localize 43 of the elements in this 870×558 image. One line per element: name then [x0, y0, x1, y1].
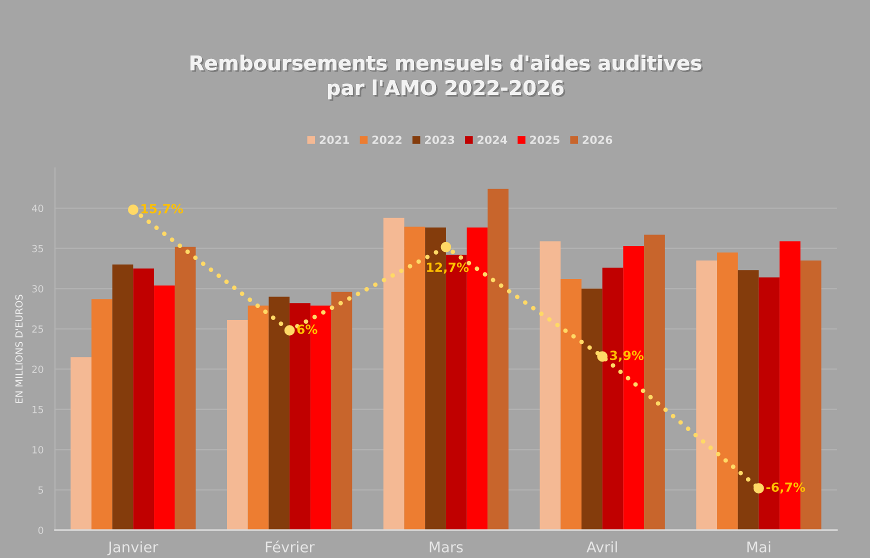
legend-label: 2023	[424, 136, 454, 144]
bar	[560, 279, 582, 530]
bar	[154, 285, 175, 530]
bar	[540, 241, 561, 530]
point	[128, 204, 138, 215]
point	[754, 483, 764, 494]
bar	[174, 246, 196, 530]
data-label: -6,7%	[766, 482, 806, 494]
bar	[268, 296, 290, 530]
bar	[133, 268, 154, 530]
point	[440, 242, 452, 252]
legend-label: 2026	[582, 136, 612, 144]
point	[597, 351, 608, 362]
bar	[696, 260, 718, 530]
bar	[248, 306, 269, 530]
data-label: 6%	[297, 324, 318, 334]
data-label: 15,7%	[142, 204, 184, 215]
point	[284, 325, 295, 336]
bar	[717, 252, 738, 530]
legend-label: 2022	[372, 136, 402, 144]
bar	[582, 288, 602, 530]
legend-label: 2024	[478, 136, 508, 144]
bar	[331, 292, 352, 530]
data-label: 12,7%	[427, 262, 469, 274]
bar	[644, 234, 665, 530]
bar	[383, 218, 404, 530]
bar	[112, 264, 134, 530]
legend-label: 2021	[320, 136, 350, 144]
data-label: 3,9%	[610, 350, 644, 362]
chart-title: Remboursements mensuels d'aides auditives par l'AMO 2022-2026	[190, 54, 703, 101]
x-tick-label: Mai	[747, 541, 770, 552]
bar	[738, 270, 759, 530]
bar	[70, 357, 92, 530]
bar	[91, 299, 112, 530]
bar	[404, 226, 426, 530]
bar	[488, 188, 509, 530]
x-tick-label: Mars	[430, 542, 463, 552]
x-tick-label: Avril	[586, 541, 617, 552]
legend-label: 2025	[530, 136, 560, 144]
x-tick-label: Janvier	[107, 541, 158, 556]
y-axis-title: EN MILLIONS D'EUROS	[15, 294, 23, 403]
bar	[227, 320, 248, 530]
x-tick-label: Février	[266, 540, 315, 552]
